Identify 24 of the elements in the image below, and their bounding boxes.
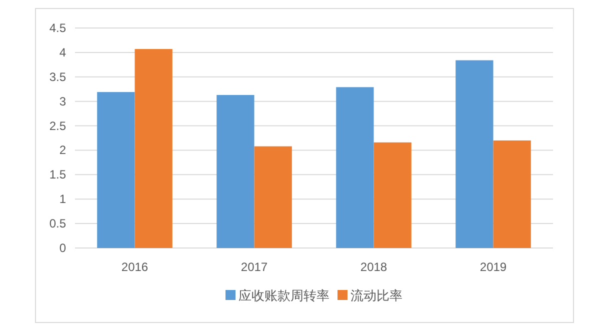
y-tick-label: 1.5 (49, 168, 66, 182)
y-tick-label: 4.5 (49, 21, 66, 35)
bar (216, 94, 254, 248)
y-tick-label: 1 (59, 192, 66, 206)
bar (254, 146, 292, 248)
y-tick-label: 3.5 (49, 70, 66, 84)
y-tick-label: 2 (59, 143, 66, 158)
x-tick-label: 2016 (121, 260, 148, 274)
bar (374, 142, 412, 248)
y-tick-label: 2.5 (49, 118, 66, 133)
x-tick-label: 2019 (480, 260, 507, 274)
legend-label: 流动比率 (350, 288, 402, 303)
bar (456, 60, 494, 248)
bar (134, 49, 172, 248)
x-tick-label: 2017 (240, 260, 268, 274)
bar (97, 92, 135, 248)
y-tick-label: 0.5 (49, 216, 66, 231)
legend-label: 应收账款周转率 (238, 288, 330, 303)
bar (493, 140, 531, 248)
y-tick-label: 0 (59, 241, 66, 255)
y-tick-label: 3 (59, 94, 66, 108)
bar (336, 87, 374, 248)
x-tick-label: 2018 (360, 260, 388, 274)
y-tick-label: 4 (59, 45, 66, 60)
